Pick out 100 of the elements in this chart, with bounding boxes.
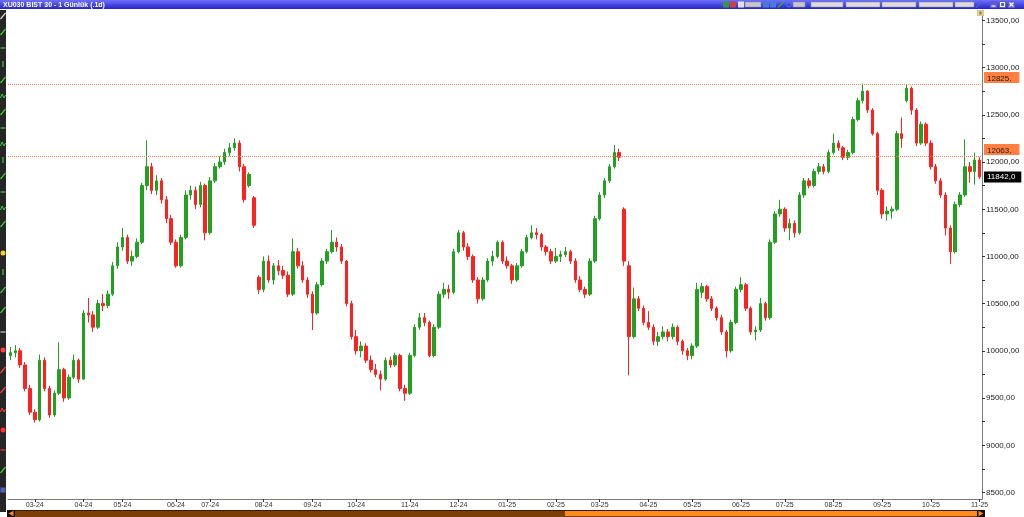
candlestick — [359, 340, 363, 358]
ref-line-label: 12825, — [987, 73, 1012, 83]
candlestick — [783, 206, 787, 233]
candlestick — [652, 323, 655, 346]
y-tick-label: 10500,00 — [986, 299, 1020, 309]
candlestick — [632, 287, 636, 340]
candlestick — [671, 322, 675, 340]
y-tick-label: 12000,00 — [986, 157, 1020, 167]
candlestick — [637, 295, 640, 312]
candlestick — [150, 162, 153, 195]
candlestick — [807, 177, 811, 189]
candlestick — [96, 299, 100, 330]
candlestick — [423, 312, 426, 327]
candlestick — [101, 293, 105, 312]
candlestick — [457, 229, 460, 255]
candlestick — [919, 120, 923, 146]
candlestick — [384, 356, 387, 382]
candlestick — [720, 314, 723, 336]
candlestick — [603, 177, 606, 199]
candlestick — [116, 241, 119, 270]
candlestick — [822, 163, 825, 175]
candlestick — [62, 367, 66, 403]
candlestick — [530, 224, 533, 240]
candlestick — [48, 385, 51, 419]
candlestick — [496, 239, 499, 259]
candlestick — [759, 297, 762, 333]
candlestick — [452, 248, 455, 295]
candlestick — [978, 156, 981, 180]
candlestick — [535, 227, 538, 240]
candlestick — [311, 290, 314, 331]
candlestick — [905, 84, 908, 104]
candlestick — [77, 357, 80, 384]
candlestick — [900, 117, 903, 149]
candlestick — [968, 161, 972, 184]
candlestick — [262, 255, 265, 293]
candlestick — [121, 227, 124, 252]
candlestick — [793, 220, 796, 239]
candlestick — [627, 260, 631, 376]
candlestick — [272, 262, 275, 286]
candlestick — [949, 224, 952, 265]
y-tick-label: 12500,00 — [986, 110, 1020, 120]
candlestick — [554, 247, 558, 264]
candlestick — [252, 195, 256, 229]
y-tick-label: 8500,00 — [986, 487, 1016, 497]
candlestick — [613, 144, 616, 170]
candlestick — [428, 320, 431, 358]
candlestick — [126, 234, 129, 265]
candlestick — [155, 174, 158, 196]
candlestick — [379, 370, 382, 391]
candlestick — [647, 310, 650, 331]
y-tick-label: 13500,00 — [986, 15, 1020, 25]
y-tick-label: 13000,00 — [986, 63, 1020, 73]
candlestick — [608, 163, 611, 184]
candlestick — [725, 329, 728, 358]
candlestick — [160, 177, 163, 205]
candlestick — [418, 312, 421, 331]
y-tick-label: 9500,00 — [986, 393, 1016, 403]
candlestick — [788, 218, 791, 241]
ref-line-label: 12063, — [987, 145, 1012, 155]
candlestick — [832, 133, 835, 155]
candlestick — [686, 347, 689, 361]
candlestick — [666, 328, 670, 342]
candlestick — [764, 301, 767, 322]
candlestick — [247, 171, 251, 188]
candlestick — [866, 89, 869, 114]
candlestick — [291, 237, 295, 297]
candlestick — [676, 324, 679, 346]
candlestick — [9, 346, 12, 361]
candlestick — [267, 254, 270, 284]
candlestick — [340, 243, 343, 265]
candlestick — [681, 338, 684, 356]
candlestick — [569, 249, 572, 265]
candlestick — [345, 259, 348, 307]
candlestick — [233, 137, 236, 152]
candlestick — [257, 274, 261, 295]
candlestick — [335, 237, 338, 253]
y-tick-label: 10000,00 — [986, 346, 1020, 356]
candlestick — [944, 191, 947, 237]
candlestick — [622, 206, 626, 267]
y-tick-label: 11000,00 — [986, 251, 1020, 261]
candlestick — [389, 355, 392, 369]
candlestick — [306, 276, 309, 299]
candlestick — [228, 142, 231, 157]
candlestick — [871, 107, 874, 137]
y-tick-label: 9000,00 — [986, 440, 1016, 450]
candlestick — [973, 152, 976, 186]
candlestick — [827, 149, 830, 174]
candlestick — [715, 305, 718, 322]
text: 11842,0 — [987, 172, 1016, 182]
candlestick — [491, 250, 494, 267]
candlestick — [203, 183, 207, 241]
candlestick — [38, 354, 41, 423]
candlestick — [82, 309, 85, 381]
candlestick — [939, 177, 942, 199]
candlestick — [910, 85, 913, 116]
candlestick — [642, 304, 645, 326]
candlestick — [199, 181, 202, 208]
candlestick — [564, 246, 567, 258]
candlestick — [43, 356, 46, 392]
candlestick — [754, 325, 757, 341]
